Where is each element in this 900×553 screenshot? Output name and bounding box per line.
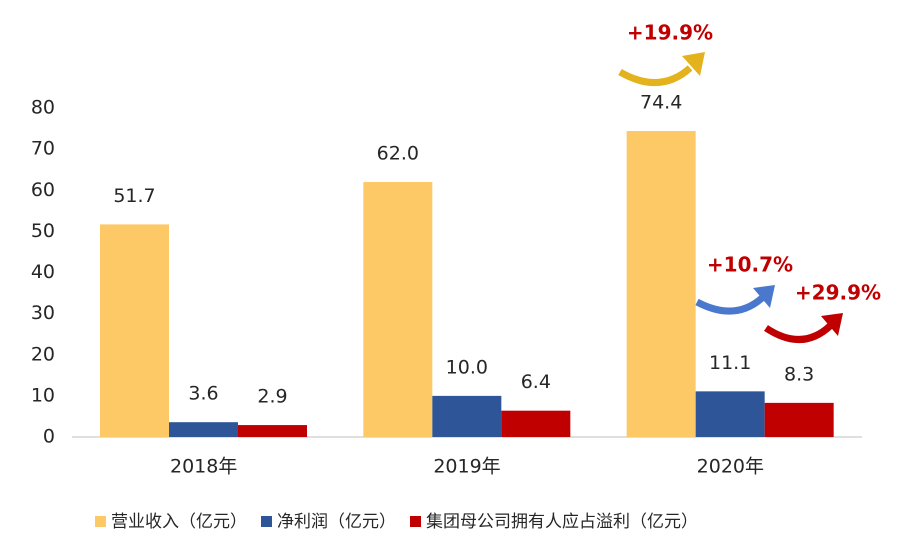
x-tick-label: 2018年: [170, 456, 237, 478]
growth-arrow: [618, 65, 693, 86]
annotation: +19.9%: [627, 21, 713, 45]
bar: [100, 224, 169, 437]
x-tick-label: 2019年: [433, 456, 500, 478]
value-label: 11.1: [709, 352, 751, 374]
growth-arrow-head: [682, 52, 705, 76]
legend-swatch: [410, 516, 421, 527]
bar: [238, 425, 307, 437]
y-tick-label: 60: [31, 179, 55, 201]
y-tick-label: 70: [31, 138, 55, 160]
legend-swatch: [261, 516, 272, 527]
annotation: +29.9%: [795, 281, 881, 305]
bar: [695, 391, 765, 437]
y-tick-label: 40: [31, 261, 55, 283]
legend-swatch: [95, 516, 106, 527]
value-label: 10.0: [446, 356, 488, 378]
bar: [501, 410, 571, 437]
bar: [169, 422, 238, 437]
value-label: 2.9: [257, 386, 287, 408]
value-label: 6.4: [521, 371, 551, 393]
annotation: +10.7%: [707, 253, 793, 277]
y-tick-label: 30: [31, 302, 55, 324]
y-tick-label: 50: [31, 220, 55, 242]
value-label: 8.3: [784, 363, 814, 385]
growth-arrow: [764, 323, 833, 343]
growth-arrow-head: [753, 285, 775, 308]
y-tick-label: 0: [43, 426, 55, 448]
growth-arrow-head: [821, 313, 843, 336]
value-label: 62.0: [377, 143, 419, 165]
bar: [764, 402, 834, 437]
y-tick-label: 10: [31, 384, 55, 406]
y-tick-label: 20: [31, 343, 55, 365]
value-label: 74.4: [640, 92, 682, 114]
legend-text: 净利润（亿元）: [277, 512, 396, 532]
bar: [363, 182, 433, 437]
value-label: 3.6: [188, 383, 218, 405]
legend-text: 营业收入（亿元）: [111, 512, 247, 532]
legend-text: 集团母公司拥有人应占溢利（亿元）: [426, 512, 698, 532]
bar: [626, 131, 696, 437]
y-tick-label: 80: [31, 97, 55, 119]
value-label: 51.7: [113, 185, 155, 207]
bar: [432, 395, 502, 437]
growth-arrow: [695, 295, 765, 315]
x-tick-label: 2020年: [697, 456, 764, 478]
